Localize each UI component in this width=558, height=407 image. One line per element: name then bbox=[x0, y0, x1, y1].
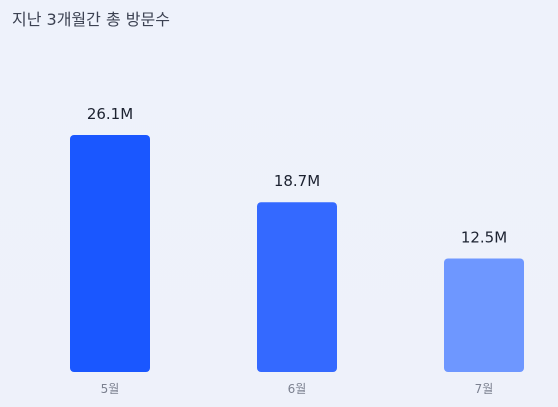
x-tick-label: 7월 bbox=[475, 382, 494, 396]
value-labels-layer: 26.1M 18.7M 12.5M bbox=[87, 105, 507, 246]
bar-6월[interactable] bbox=[257, 202, 337, 372]
value-label: 18.7M bbox=[274, 172, 320, 190]
x-tick-label: 5월 bbox=[101, 382, 120, 396]
value-label: 12.5M bbox=[461, 228, 507, 246]
bar-5월[interactable] bbox=[70, 135, 150, 372]
chart-title: 지난 3개월간 총 방문수 bbox=[12, 10, 170, 29]
bar-7월[interactable] bbox=[444, 258, 524, 372]
x-tick-labels: 5월 6월 7월 bbox=[101, 382, 494, 396]
bars-layer bbox=[70, 135, 524, 372]
value-label: 26.1M bbox=[87, 105, 133, 123]
x-tick-label: 6월 bbox=[288, 382, 307, 396]
